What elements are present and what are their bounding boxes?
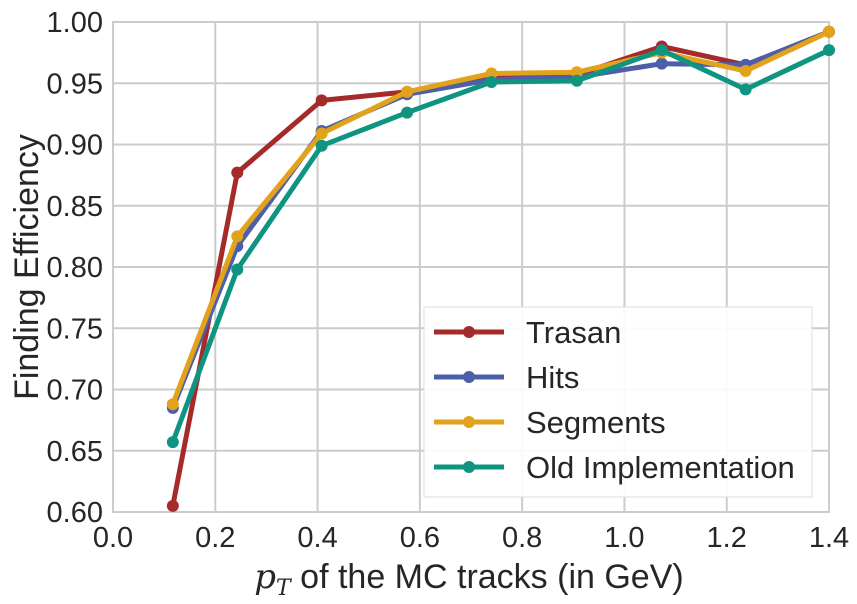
legend: Trasan Hits Segments Old Implementation [423,306,813,498]
data-point [231,166,244,179]
data-point [401,106,414,119]
x-tick-label: 0.4 [297,522,337,554]
y-tick-label: 0.75 [47,313,103,345]
data-point [823,25,835,38]
legend-marker [463,326,475,338]
y-tick-label: 0.80 [47,252,103,284]
legend-item: Trasan [434,315,621,350]
data-point [739,65,752,77]
legend-item: Old Implementation [434,450,795,485]
data-point [315,127,328,140]
y-tick-label: 0.70 [47,375,103,407]
legend-label: Hits [526,360,579,395]
y-tick-label: 0.90 [47,130,103,162]
data-point [485,67,498,80]
data-point [739,83,752,96]
legend-label: Old Implementation [526,450,795,485]
x-axis-label: pT of the MC tracks (in GeV) [254,557,683,601]
y-axis-label: Finding Efficiency [8,134,46,400]
legend-item: Hits [434,360,579,395]
x-tick-label: 1.0 [604,522,644,554]
x-axis-label-text: of the MC tracks (in GeV) [291,558,684,596]
data-point [231,263,244,276]
plot-frame [112,21,830,513]
data-point [231,230,244,243]
y-tick-label: 0.95 [47,68,103,100]
data-point [401,85,414,98]
data-point [570,74,583,87]
legend-marker [463,371,475,383]
legend-label: Trasan [526,315,621,350]
x-axis-label-symbol: p [254,557,276,597]
y-tick-label: 1.00 [47,7,103,39]
data-point [166,499,179,512]
x-tick-label: 0.8 [502,522,542,554]
series-lines [166,25,835,512]
series-old-implementation [166,44,835,449]
y-tick-label: 0.65 [47,436,103,468]
data-point [823,44,835,57]
y-tick-label: 0.85 [47,191,103,223]
legend-item: Segments [434,405,666,440]
x-tick-label: 0.0 [93,522,133,554]
y-tick-label: 0.60 [47,497,103,529]
x-tick-label: 1.2 [707,522,747,554]
legend-label: Segments [526,405,666,440]
data-point [655,57,668,70]
data-point [315,139,328,152]
x-tick-label: 1.4 [809,522,849,554]
data-point [570,66,583,79]
legend-marker [463,416,475,428]
data-point [166,398,179,411]
x-tick-label: 0.6 [400,522,440,554]
x-axis-label-subscript: T [276,576,293,601]
data-point [315,94,328,107]
x-tick-label: 0.2 [195,522,235,554]
data-point [655,44,668,57]
tick-labels: 0.0 0.2 0.4 0.6 0.8 1.0 1.2 1.4 0.60 0.65 0.70 0.75… [47,7,850,554]
legend-marker [463,461,475,473]
data-point [485,76,498,89]
data-point [166,436,179,449]
axes-frame [112,21,830,513]
